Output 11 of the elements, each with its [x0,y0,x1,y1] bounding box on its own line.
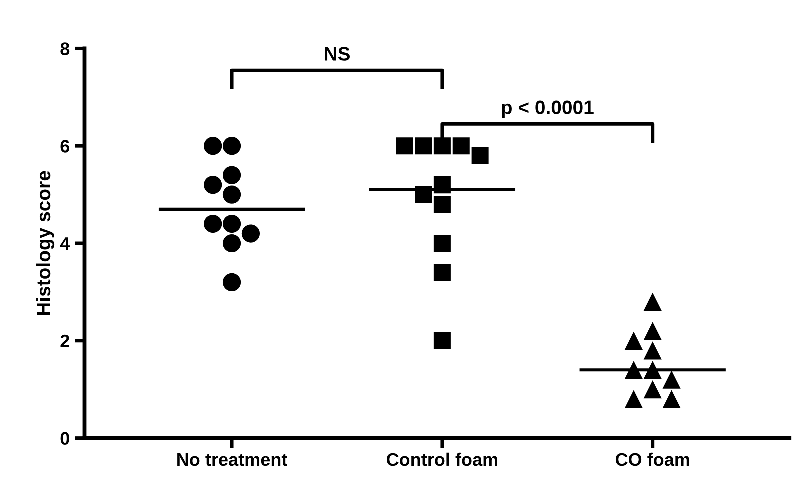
y-tick-label: 2 [60,334,70,348]
y-tick-label: 0 [60,432,70,446]
x-tick-label: No treatment [178,454,288,466]
annotation: p < 0.0001 [502,100,594,118]
y-tick-label: 6 [60,140,70,153]
annotation: NS [325,47,350,61]
y-tick-label: 8 [60,42,70,56]
y-tick-label: 4 [60,238,70,250]
y-axis-title: Histology score [36,171,55,316]
x-tick-label: CO foam [616,452,690,466]
x-tick-label: Control foam [387,452,498,466]
